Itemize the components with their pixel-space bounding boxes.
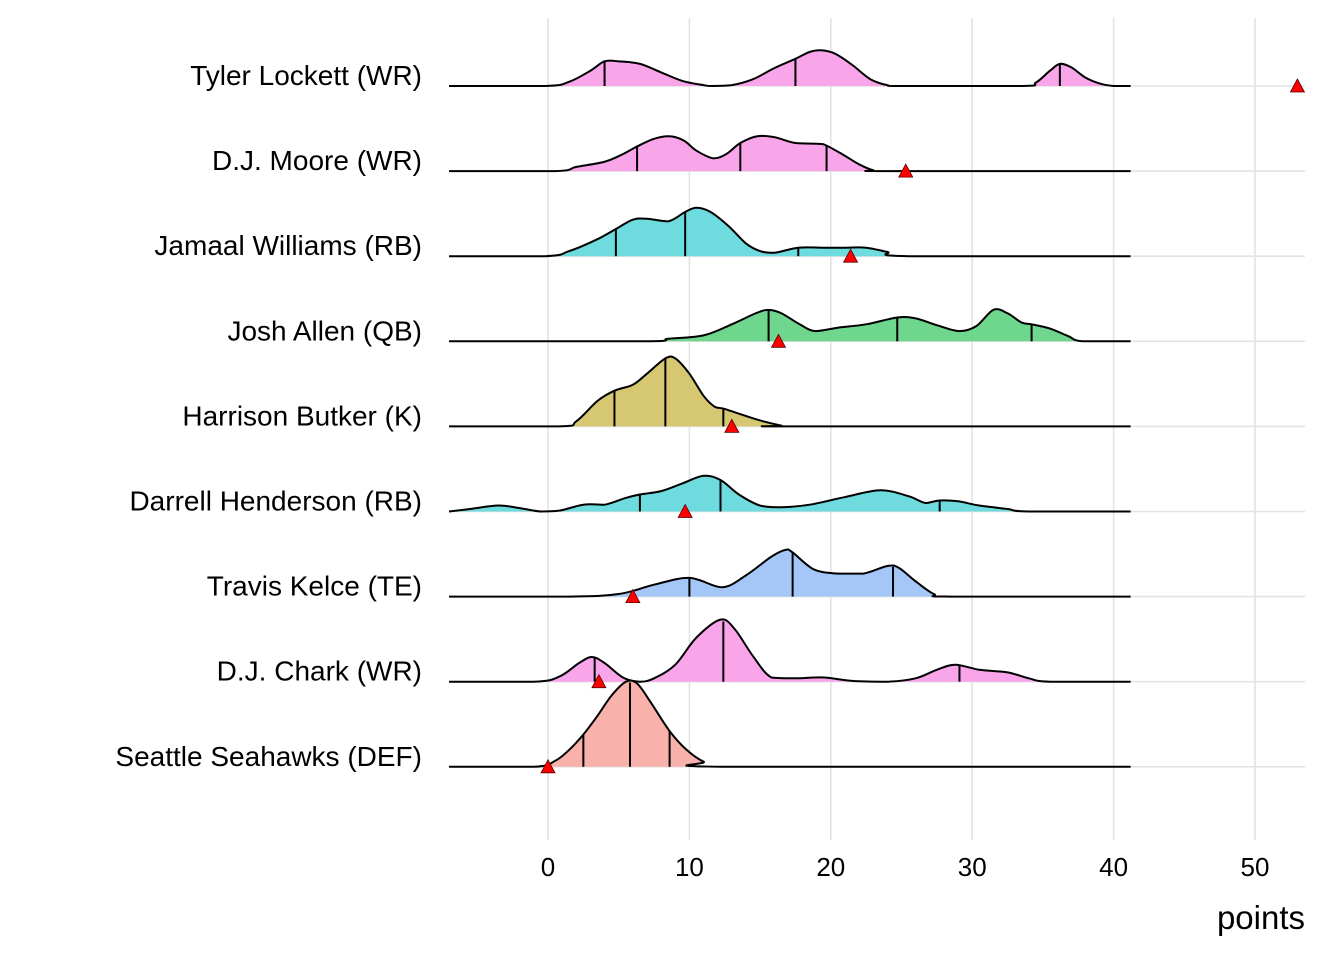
actual-points-marker [898, 163, 914, 178]
density-outline [449, 679, 1131, 768]
ridge-d-j-moore-wr [449, 134, 1131, 178]
actual-points-marker [591, 673, 607, 689]
x-axis-ticks: 0 10 20 30 40 50 [541, 852, 1270, 882]
density-area [449, 356, 1131, 427]
actual-points-marker [625, 588, 641, 603]
x-tick-label: 20 [816, 852, 845, 882]
actual-points-marker [540, 758, 556, 774]
y-axis-label: Harrison Butker (K) [182, 400, 422, 431]
y-axis-label: Jamaal Williams (RB) [154, 230, 422, 261]
density-outline [448, 474, 1131, 513]
density-area [449, 549, 1131, 597]
density-area [449, 309, 1131, 342]
density-outline [449, 548, 1131, 598]
y-axis-label: D.J. Moore (WR) [212, 145, 422, 176]
density-outline [449, 206, 1131, 258]
x-tick-label: 50 [1241, 852, 1270, 882]
ridge-josh-allen-qb [449, 308, 1131, 348]
density-area [449, 619, 1131, 682]
density-outline [449, 308, 1131, 343]
density-outline [449, 134, 1131, 173]
y-axis-label: Travis Kelce (TE) [207, 571, 422, 602]
ridge-tyler-lockett-wr [449, 49, 1306, 93]
grid [450, 18, 1305, 840]
ridge-travis-kelce-te [449, 548, 1131, 603]
density-area [449, 207, 1131, 257]
ridge-d-j-chark-wr [449, 618, 1131, 689]
density-area [449, 135, 1131, 172]
actual-points-marker [1289, 78, 1306, 93]
density-area [449, 680, 1131, 767]
actual-points-marker [677, 503, 693, 518]
actual-points-marker [770, 333, 787, 348]
ridge-jamaal-williams-rb [449, 206, 1131, 263]
actual-points-marker [724, 418, 740, 433]
x-tick-label: 40 [1099, 852, 1128, 882]
x-tick-label: 0 [541, 852, 555, 882]
density-outline [449, 49, 1131, 88]
y-axis-label: Darrell Henderson (RB) [129, 486, 422, 517]
x-axis-title: points [1217, 899, 1305, 936]
density-area [449, 50, 1131, 86]
y-axis-label: Seattle Seahawks (DEF) [115, 741, 422, 772]
density-outline [449, 355, 1131, 428]
y-axis-labels: Tyler Lockett (WR) D.J. Moore (WR) Jamaal … [115, 60, 422, 772]
ridge-darrell-henderson-rb [448, 474, 1131, 518]
actual-points-marker [842, 248, 859, 263]
ridge-harrison-butker-k [449, 355, 1131, 433]
x-tick-label: 30 [958, 852, 987, 882]
density-outline [449, 618, 1131, 683]
x-tick-label: 10 [675, 852, 704, 882]
y-axis-label: Josh Allen (QB) [227, 315, 422, 346]
ridge-seattle-seahawks-def [449, 679, 1131, 774]
y-axis-label: Tyler Lockett (WR) [190, 60, 422, 91]
ridges [448, 49, 1306, 774]
y-axis-label: D.J. Chark (WR) [217, 656, 422, 687]
